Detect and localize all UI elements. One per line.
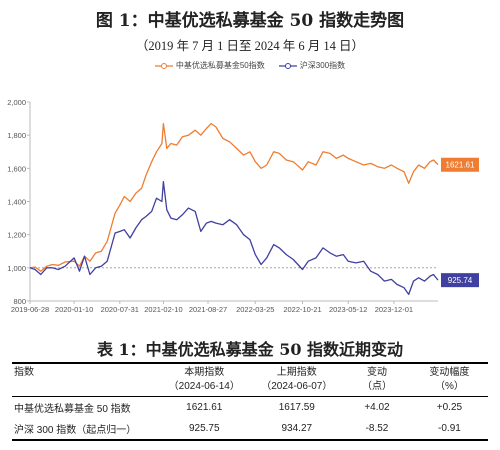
chart-legend: 中基优选私募基金50指数 沪深300指数 xyxy=(0,60,500,71)
cell-previous: 1617.59 xyxy=(278,402,315,413)
table-row: 中基优选私募基金 50 指数 1621.61 1617.59 +4.02 +0.… xyxy=(12,397,488,419)
x-tick-label: 2021-02-10 xyxy=(144,305,182,314)
end-label-1: 925.74 xyxy=(448,276,473,285)
header-change: 变动 （点） xyxy=(361,367,392,392)
cell-previous: 934.27 xyxy=(281,423,313,434)
x-tick-label: 2020-07-31 xyxy=(101,305,139,314)
cell-index-name: 沪深 300 指数（起点归一） xyxy=(14,425,137,436)
legend-marker-hs300 xyxy=(278,62,297,69)
legend-item-hs300: 沪深300指数 xyxy=(278,60,346,71)
cell-change: +4.02 xyxy=(364,402,390,413)
legend-label-hs300: 沪深300指数 xyxy=(299,61,346,70)
y-tick-label: 2,000 xyxy=(7,98,26,107)
y-tick-label: 800 xyxy=(13,297,26,306)
header-current: 本期指数 （2024-06-14） xyxy=(168,367,240,392)
x-tick-label: 2021-08-27 xyxy=(189,305,227,314)
x-tick-label: 2023-05-12 xyxy=(329,305,367,314)
index-change-table: 指数 本期指数 （2024-06-14） 上期指数 （2024-06-07） 变… xyxy=(12,362,488,441)
table-header-row: 指数 本期指数 （2024-06-14） 上期指数 （2024-06-07） 变… xyxy=(12,363,488,397)
end-label-box-1 xyxy=(441,273,479,288)
y-tick-label: 1,400 xyxy=(7,198,26,207)
x-tick-label: 2022-03-25 xyxy=(236,305,274,314)
line-chart: 800 1,000 1,200 1,400 1,600 1,800 2,000 2019-06… xyxy=(7,98,479,314)
x-tick-label: 2023-12-01 xyxy=(375,305,413,314)
cell-change: -8.52 xyxy=(365,423,389,434)
series-line-1 xyxy=(29,180,439,296)
x-tick-label: 2022-10-21 xyxy=(283,305,321,314)
cell-change-pct: +0.25 xyxy=(436,402,463,413)
legend-item-fund50: 中基优选私募基金50指数 xyxy=(154,60,265,71)
y-tick-label: 1,200 xyxy=(7,231,26,240)
legend-label-fund50: 中基优选私募基金50指数 xyxy=(175,61,265,70)
end-label-box-0 xyxy=(441,157,479,172)
y-tick-label: 1,600 xyxy=(7,164,26,173)
header-previous: 上期指数 （2024-06-07） xyxy=(261,367,333,392)
figure-title: 图 1：中基优选私募基金 50 指数走势图 xyxy=(95,11,405,31)
cell-current: 1621.61 xyxy=(186,402,223,413)
legend-marker-fund50 xyxy=(154,62,173,69)
figure-subtitle: （2019 年 7 月 1 日至 2024 年 6 月 14 日） xyxy=(135,39,365,53)
cell-change-pct: -0.91 xyxy=(438,423,461,434)
header-index: 指数 xyxy=(14,367,34,378)
series-line-0 xyxy=(29,122,439,272)
end-label-0: 1621.61 xyxy=(446,161,475,170)
table-title: 表 1：中基优选私募基金 50 指数近期变动 xyxy=(96,340,404,359)
header-change-pct: 变动幅度 （%） xyxy=(429,367,470,392)
x-tick-label: 2020-01-10 xyxy=(55,305,93,314)
x-tick-label: 2019-06-28 xyxy=(11,305,49,314)
cell-index-name: 中基优选私募基金 50 指数 xyxy=(14,404,131,415)
cell-current: 925.75 xyxy=(188,423,220,434)
y-tick-label: 1,800 xyxy=(7,131,26,140)
table-row: 沪深 300 指数（起点归一） 925.75 934.27 -8.52 -0.9… xyxy=(12,418,488,440)
y-tick-label: 1,000 xyxy=(7,264,26,273)
